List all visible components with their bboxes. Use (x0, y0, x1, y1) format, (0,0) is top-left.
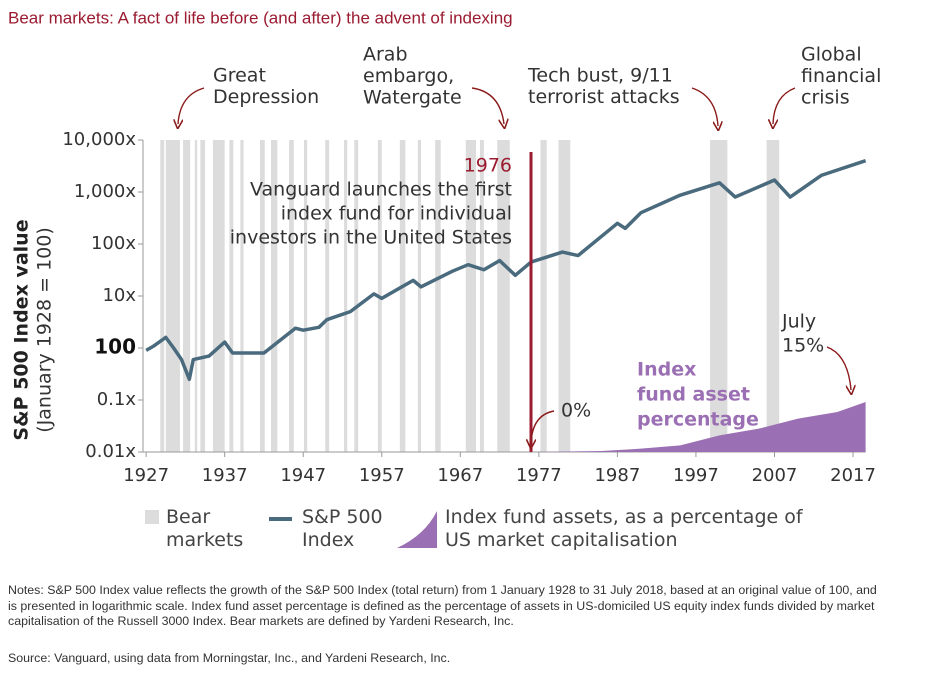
annotation: Watergate (363, 87, 462, 109)
y-tick-label: 1,000x (74, 181, 137, 202)
bear-band (260, 140, 265, 452)
legend-label: Bear markets (166, 506, 244, 551)
annotation: financial (801, 65, 881, 87)
bear-band (229, 140, 234, 452)
bear-band (200, 140, 206, 452)
annotation: embargo, (363, 65, 454, 87)
bear-band (497, 140, 510, 452)
bear-band (183, 140, 191, 452)
y-tick-label: 100 (94, 335, 136, 359)
bear-band (710, 140, 728, 452)
legend-swatch (397, 511, 437, 548)
index-fund-label: percentage (637, 409, 759, 431)
bear-band (165, 140, 180, 452)
legend-label: Index fund assets, as a percentage of US… (445, 506, 803, 551)
event-text: Vanguard launches the first (250, 179, 512, 201)
bear-band (240, 140, 244, 452)
x-tick-label: 1977 (516, 465, 562, 486)
x-tick-label: 1997 (673, 465, 719, 486)
source: Source: Vanguard, using data from Mornin… (8, 651, 451, 665)
arrows (178, 87, 851, 444)
bear-band (766, 140, 780, 452)
x-tick-label: 1947 (280, 465, 326, 486)
y-tick-label: 10,000x (62, 129, 136, 150)
x-tick-label: 1927 (123, 465, 169, 486)
bear-band (417, 140, 422, 452)
annotation: Great (213, 65, 266, 87)
bear-band (435, 140, 441, 452)
y-tick-label: 0.1x (97, 389, 137, 410)
index-fund-area (531, 402, 866, 452)
y-tick-label: 100x (91, 233, 136, 254)
index-fund-label: fund asset (637, 384, 750, 406)
annotation: Arab (363, 44, 408, 66)
x-tick-label: 2017 (830, 465, 876, 486)
bear-band (558, 140, 571, 452)
bear-band (344, 140, 348, 452)
index-fund-label: Index (637, 359, 696, 381)
event-year: 1976 (464, 155, 512, 177)
annotation: July (781, 311, 816, 333)
y-axis-title: S&P 500 Index value (11, 219, 33, 440)
annotation: terrorist attacks (528, 86, 680, 108)
bear-band (271, 140, 278, 452)
annotation: Tech bust, 9/11 (527, 65, 673, 87)
y-tick-label: 10x (102, 285, 136, 306)
y-axis-subtitle: (January 1928 = 100) (34, 227, 56, 433)
bear-band (160, 140, 165, 452)
annotation: Depression (213, 86, 319, 108)
bear-band (354, 140, 359, 452)
arrow (531, 410, 555, 444)
annotation: crisis (801, 87, 850, 109)
x-tick-label: 2007 (752, 465, 798, 486)
arrow (178, 87, 205, 124)
bear-band (289, 140, 294, 452)
bear-band (194, 140, 198, 452)
x-tick-label: 1957 (359, 465, 405, 486)
sp500-line (145, 159, 867, 382)
event-text: investors in the United States (230, 227, 512, 249)
annotation: Global (801, 44, 862, 66)
legend-swatch (145, 510, 159, 524)
x-tick-label: 1967 (437, 465, 483, 486)
bear-band (465, 140, 477, 452)
value-label: 0% (561, 400, 591, 422)
legend-label: S&P 500 Index (302, 506, 383, 551)
y-tick-label: 0.01x (85, 441, 136, 462)
bear-band (212, 140, 225, 452)
bear-band (540, 140, 547, 452)
event-text: index fund for individual (281, 203, 512, 225)
bear-band (325, 140, 330, 452)
arrow (691, 87, 718, 126)
value-label: 15% (782, 335, 824, 357)
bear-band (479, 140, 484, 452)
arrow (773, 87, 796, 124)
x-tick-label: 1937 (202, 465, 248, 486)
chart-title: Bear markets: A fact of life before (and… (8, 8, 513, 27)
arrow (471, 87, 504, 124)
x-tick-label: 1987 (594, 465, 640, 486)
bear-band (399, 140, 406, 452)
notes: Notes: S&P 500 Index value reflects the … (8, 583, 877, 628)
bear-band (304, 140, 308, 452)
arrow (826, 346, 851, 390)
